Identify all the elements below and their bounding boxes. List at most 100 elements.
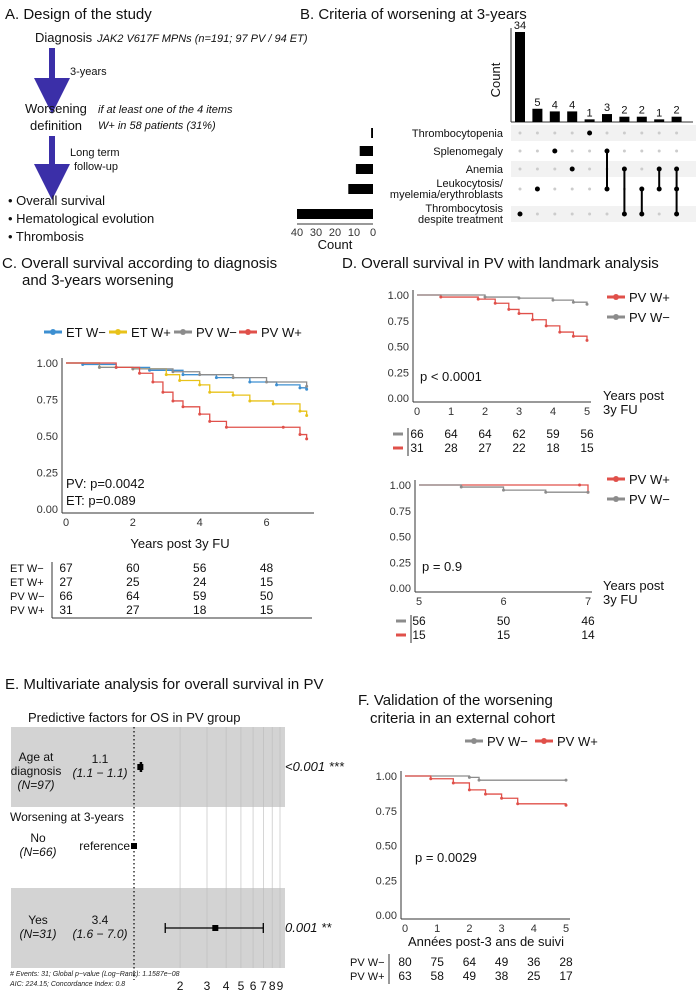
censor-mark: [81, 362, 85, 366]
matrix-dot-empty: [570, 149, 574, 153]
x-axis-label: Years post: [603, 388, 664, 403]
risk-table-value: 63: [398, 969, 412, 983]
survival-curve-pvw: [419, 484, 589, 493]
x-tick-label: 2: [130, 517, 136, 529]
matrix-dot-empty: [535, 131, 539, 135]
y-tick-label: 0.50: [390, 532, 411, 544]
risk-table-label: ET W+: [10, 577, 44, 589]
matrix-row-band: [511, 125, 696, 141]
x-tick-label: 3: [516, 406, 522, 418]
matrix-dot-empty: [640, 131, 644, 135]
x-tick-label: 7: [585, 596, 591, 608]
row-label: No: [30, 831, 46, 845]
legend-marker: [245, 329, 251, 335]
y-tick-label: 0.25: [376, 875, 397, 887]
censor-mark: [305, 437, 309, 441]
worsening-label: Worsening: [25, 101, 87, 116]
censor-mark: [281, 425, 285, 429]
censor-mark: [502, 488, 505, 492]
panel-f-title-2: criteria in an external cohort: [370, 710, 556, 727]
risk-table-value: 31: [410, 441, 424, 455]
censor-mark: [298, 433, 302, 437]
y-tick-label: 0.00: [388, 393, 409, 405]
legend-marker: [115, 329, 121, 335]
x-tick-label: 0: [63, 517, 69, 529]
matrix-dot-empty: [588, 167, 592, 171]
matrix-dot-empty: [518, 131, 522, 135]
set-label: Thrombocytosis: [425, 203, 503, 215]
censor-mark: [544, 324, 548, 328]
censor-mark: [516, 802, 520, 806]
censor-mark: [551, 298, 555, 302]
y-tick-label: 0.75: [390, 506, 411, 518]
censor-mark: [231, 393, 235, 397]
censor-mark: [248, 399, 252, 403]
forest-row-band: [11, 727, 285, 807]
censor-mark: [97, 365, 101, 369]
censor-mark: [265, 380, 269, 384]
panel-c-title-2: and 3-years worsening: [22, 272, 174, 289]
censor-mark: [198, 412, 202, 416]
censor-mark: [208, 390, 212, 394]
hazard-ratio: 1.1: [92, 752, 109, 766]
legend-label: PV W+: [261, 325, 302, 340]
risk-table-value: 24: [193, 575, 207, 589]
censor-mark: [451, 781, 455, 785]
censor-mark: [564, 778, 568, 782]
p-value-annotation: ET: p=0.089: [66, 493, 136, 508]
p-value-annotation: p = 0.0029: [415, 850, 477, 865]
bar-value-label: 1: [587, 107, 593, 119]
risk-table-value: 49: [463, 969, 477, 983]
matrix-dot-empty: [622, 149, 626, 153]
matrix-dot: [639, 186, 645, 192]
x-tick-label: 4: [197, 517, 203, 529]
y-axis-label: Count: [488, 62, 503, 97]
risk-table-value: 28: [444, 441, 458, 455]
censor-mark: [459, 485, 463, 489]
risk-table-value: 64: [126, 589, 140, 603]
p-value-annotation: p = 0.9: [422, 559, 462, 574]
matrix-dot: [621, 211, 627, 217]
matrix-dot: [674, 211, 680, 217]
panel-a: A. Design of the study Diagnosis JAK2 V61…: [5, 6, 308, 244]
risk-table-value: 22: [512, 441, 526, 455]
arrow-label: 3-years: [70, 66, 107, 78]
matrix-dot-empty: [570, 212, 574, 216]
x-tick-label: 2: [466, 923, 472, 935]
y-tick-label: 0.75: [388, 316, 409, 328]
arrow-label-2: follow-up: [74, 161, 118, 173]
censor-mark: [231, 376, 235, 380]
matrix-dot-empty: [640, 149, 644, 153]
x-tick-label: 6: [500, 596, 506, 608]
y-tick-label: 0.25: [37, 468, 58, 480]
survival-curve-pvw: [405, 775, 566, 781]
p-value: 0.001 **: [285, 920, 332, 935]
bar-value-label: 4: [552, 99, 558, 111]
set-label: Splenomegaly: [433, 146, 503, 158]
matrix-dot-empty: [588, 212, 592, 216]
survival-curve-pvw: [417, 294, 588, 341]
matrix-dot: [639, 211, 645, 217]
bar-value-label: 2: [621, 105, 627, 117]
risk-table-value: 46: [581, 614, 595, 628]
censor-mark: [578, 483, 582, 487]
censor-mark: [305, 387, 309, 391]
intersection-bar: [636, 116, 647, 122]
risk-table-value: 75: [431, 955, 445, 969]
risk-table-value: 14: [581, 628, 595, 642]
panel-b: B. Criteria of worsening at 3-years Count…: [291, 6, 696, 252]
risk-table-label: PV W−: [10, 591, 45, 603]
bar-value-label: 3: [604, 102, 610, 114]
outcome-item: • Hematological evolution: [8, 211, 154, 226]
x-tick-label: 8: [269, 979, 276, 993]
point-estimate: [137, 764, 144, 770]
bar-value-label: 34: [514, 20, 526, 32]
risk-table-value: 66: [410, 427, 424, 441]
worsening-label-2: definition: [30, 118, 82, 133]
risk-table-value: 60: [126, 561, 140, 575]
set-label: Thrombocytopenia: [412, 128, 504, 140]
panel-c-title: C. Overall survival according to diagnos…: [2, 255, 277, 272]
point-estimate: [131, 843, 137, 849]
risk-table-value: 15: [260, 603, 274, 617]
x-tick-label: 1: [448, 406, 454, 418]
